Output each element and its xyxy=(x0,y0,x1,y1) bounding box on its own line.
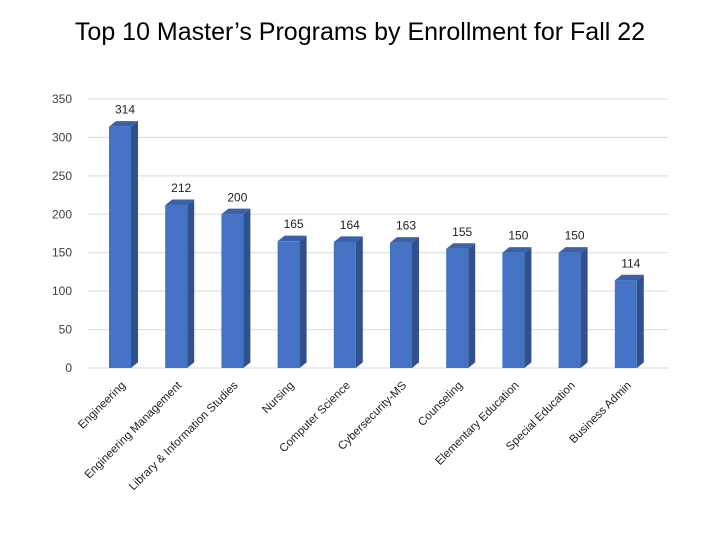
bar-side xyxy=(243,208,251,368)
y-axis-ticks: 0 50 100 150 200 250 300 350 xyxy=(52,92,72,375)
data-label: 165 xyxy=(284,217,304,231)
bar-side xyxy=(355,236,363,368)
data-label: 163 xyxy=(396,219,416,233)
bar-front xyxy=(446,248,469,368)
data-label: 212 xyxy=(171,181,191,195)
bar-top xyxy=(614,274,644,281)
data-label: 155 xyxy=(452,225,472,239)
bar-top xyxy=(165,199,195,206)
bar xyxy=(333,236,363,368)
bar-side xyxy=(187,199,195,368)
bar-side xyxy=(299,235,307,368)
bar-top xyxy=(390,237,419,243)
bar-front xyxy=(109,126,131,368)
y-tick-label: 150 xyxy=(52,246,72,260)
bar-top xyxy=(446,243,476,249)
bar xyxy=(446,243,476,368)
bar-top xyxy=(558,247,588,253)
y-tick-label: 50 xyxy=(59,323,73,337)
bar-front xyxy=(333,241,356,368)
chart-title: Top 10 Master’s Programs by Enrollment f… xyxy=(74,18,646,46)
y-tick-label: 200 xyxy=(52,207,72,221)
bar-front xyxy=(165,205,188,368)
y-tick-label: 300 xyxy=(52,130,72,144)
bar-side xyxy=(580,247,588,368)
bar-side xyxy=(524,247,532,368)
bar-side xyxy=(468,243,476,368)
data-labels: 314 212 200 165 164 163 155 150 150 114 xyxy=(115,103,641,271)
data-label: 114 xyxy=(621,256,640,270)
y-tick-label: 250 xyxy=(52,169,72,183)
bar xyxy=(502,247,532,368)
bar-front xyxy=(558,252,581,368)
bar-front xyxy=(502,252,525,368)
data-label: 200 xyxy=(227,190,247,204)
category-label: Engineering Management xyxy=(83,379,185,481)
bar xyxy=(109,121,138,368)
bar xyxy=(614,274,644,368)
bar-side xyxy=(636,274,644,368)
y-tick-label: 350 xyxy=(52,92,72,106)
bar-top xyxy=(502,247,532,253)
y-tick-label: 0 xyxy=(65,361,72,375)
bar-front xyxy=(614,280,637,368)
bar-front xyxy=(277,241,300,368)
bar-top xyxy=(221,208,251,215)
data-label: 164 xyxy=(340,218,360,232)
bar-top xyxy=(277,235,307,242)
bar xyxy=(221,208,251,368)
data-label: 314 xyxy=(115,103,135,117)
data-label: 150 xyxy=(508,229,528,243)
bar xyxy=(277,235,307,368)
y-tick-label: 100 xyxy=(52,284,72,298)
category-label: Nursing xyxy=(260,380,297,417)
bar-front xyxy=(390,242,412,368)
bar-side xyxy=(131,121,138,368)
bar-side xyxy=(412,237,419,368)
category-label: Counseling xyxy=(416,380,465,429)
category-label: Engineering xyxy=(76,380,128,432)
bar xyxy=(558,247,588,368)
bar-top xyxy=(109,121,138,127)
bar xyxy=(390,237,419,368)
bar-front xyxy=(221,214,244,368)
bar xyxy=(165,199,195,368)
bar-top xyxy=(333,236,363,242)
category-label: Library & Information Studies xyxy=(127,379,241,493)
bars xyxy=(109,121,644,368)
data-label: 150 xyxy=(565,229,585,243)
category-label: Business Admin xyxy=(568,380,634,446)
